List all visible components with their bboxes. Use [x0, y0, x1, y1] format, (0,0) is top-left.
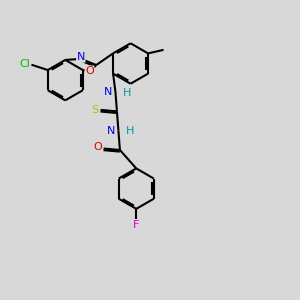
Text: N: N	[103, 87, 112, 97]
Text: F: F	[133, 220, 140, 230]
Text: N: N	[106, 126, 115, 136]
Text: H: H	[123, 88, 131, 98]
Text: Cl: Cl	[20, 59, 30, 69]
Text: O: O	[94, 142, 103, 152]
Text: O: O	[85, 66, 94, 76]
Text: H: H	[126, 126, 134, 136]
Text: N: N	[76, 52, 85, 62]
Text: S: S	[91, 105, 98, 115]
